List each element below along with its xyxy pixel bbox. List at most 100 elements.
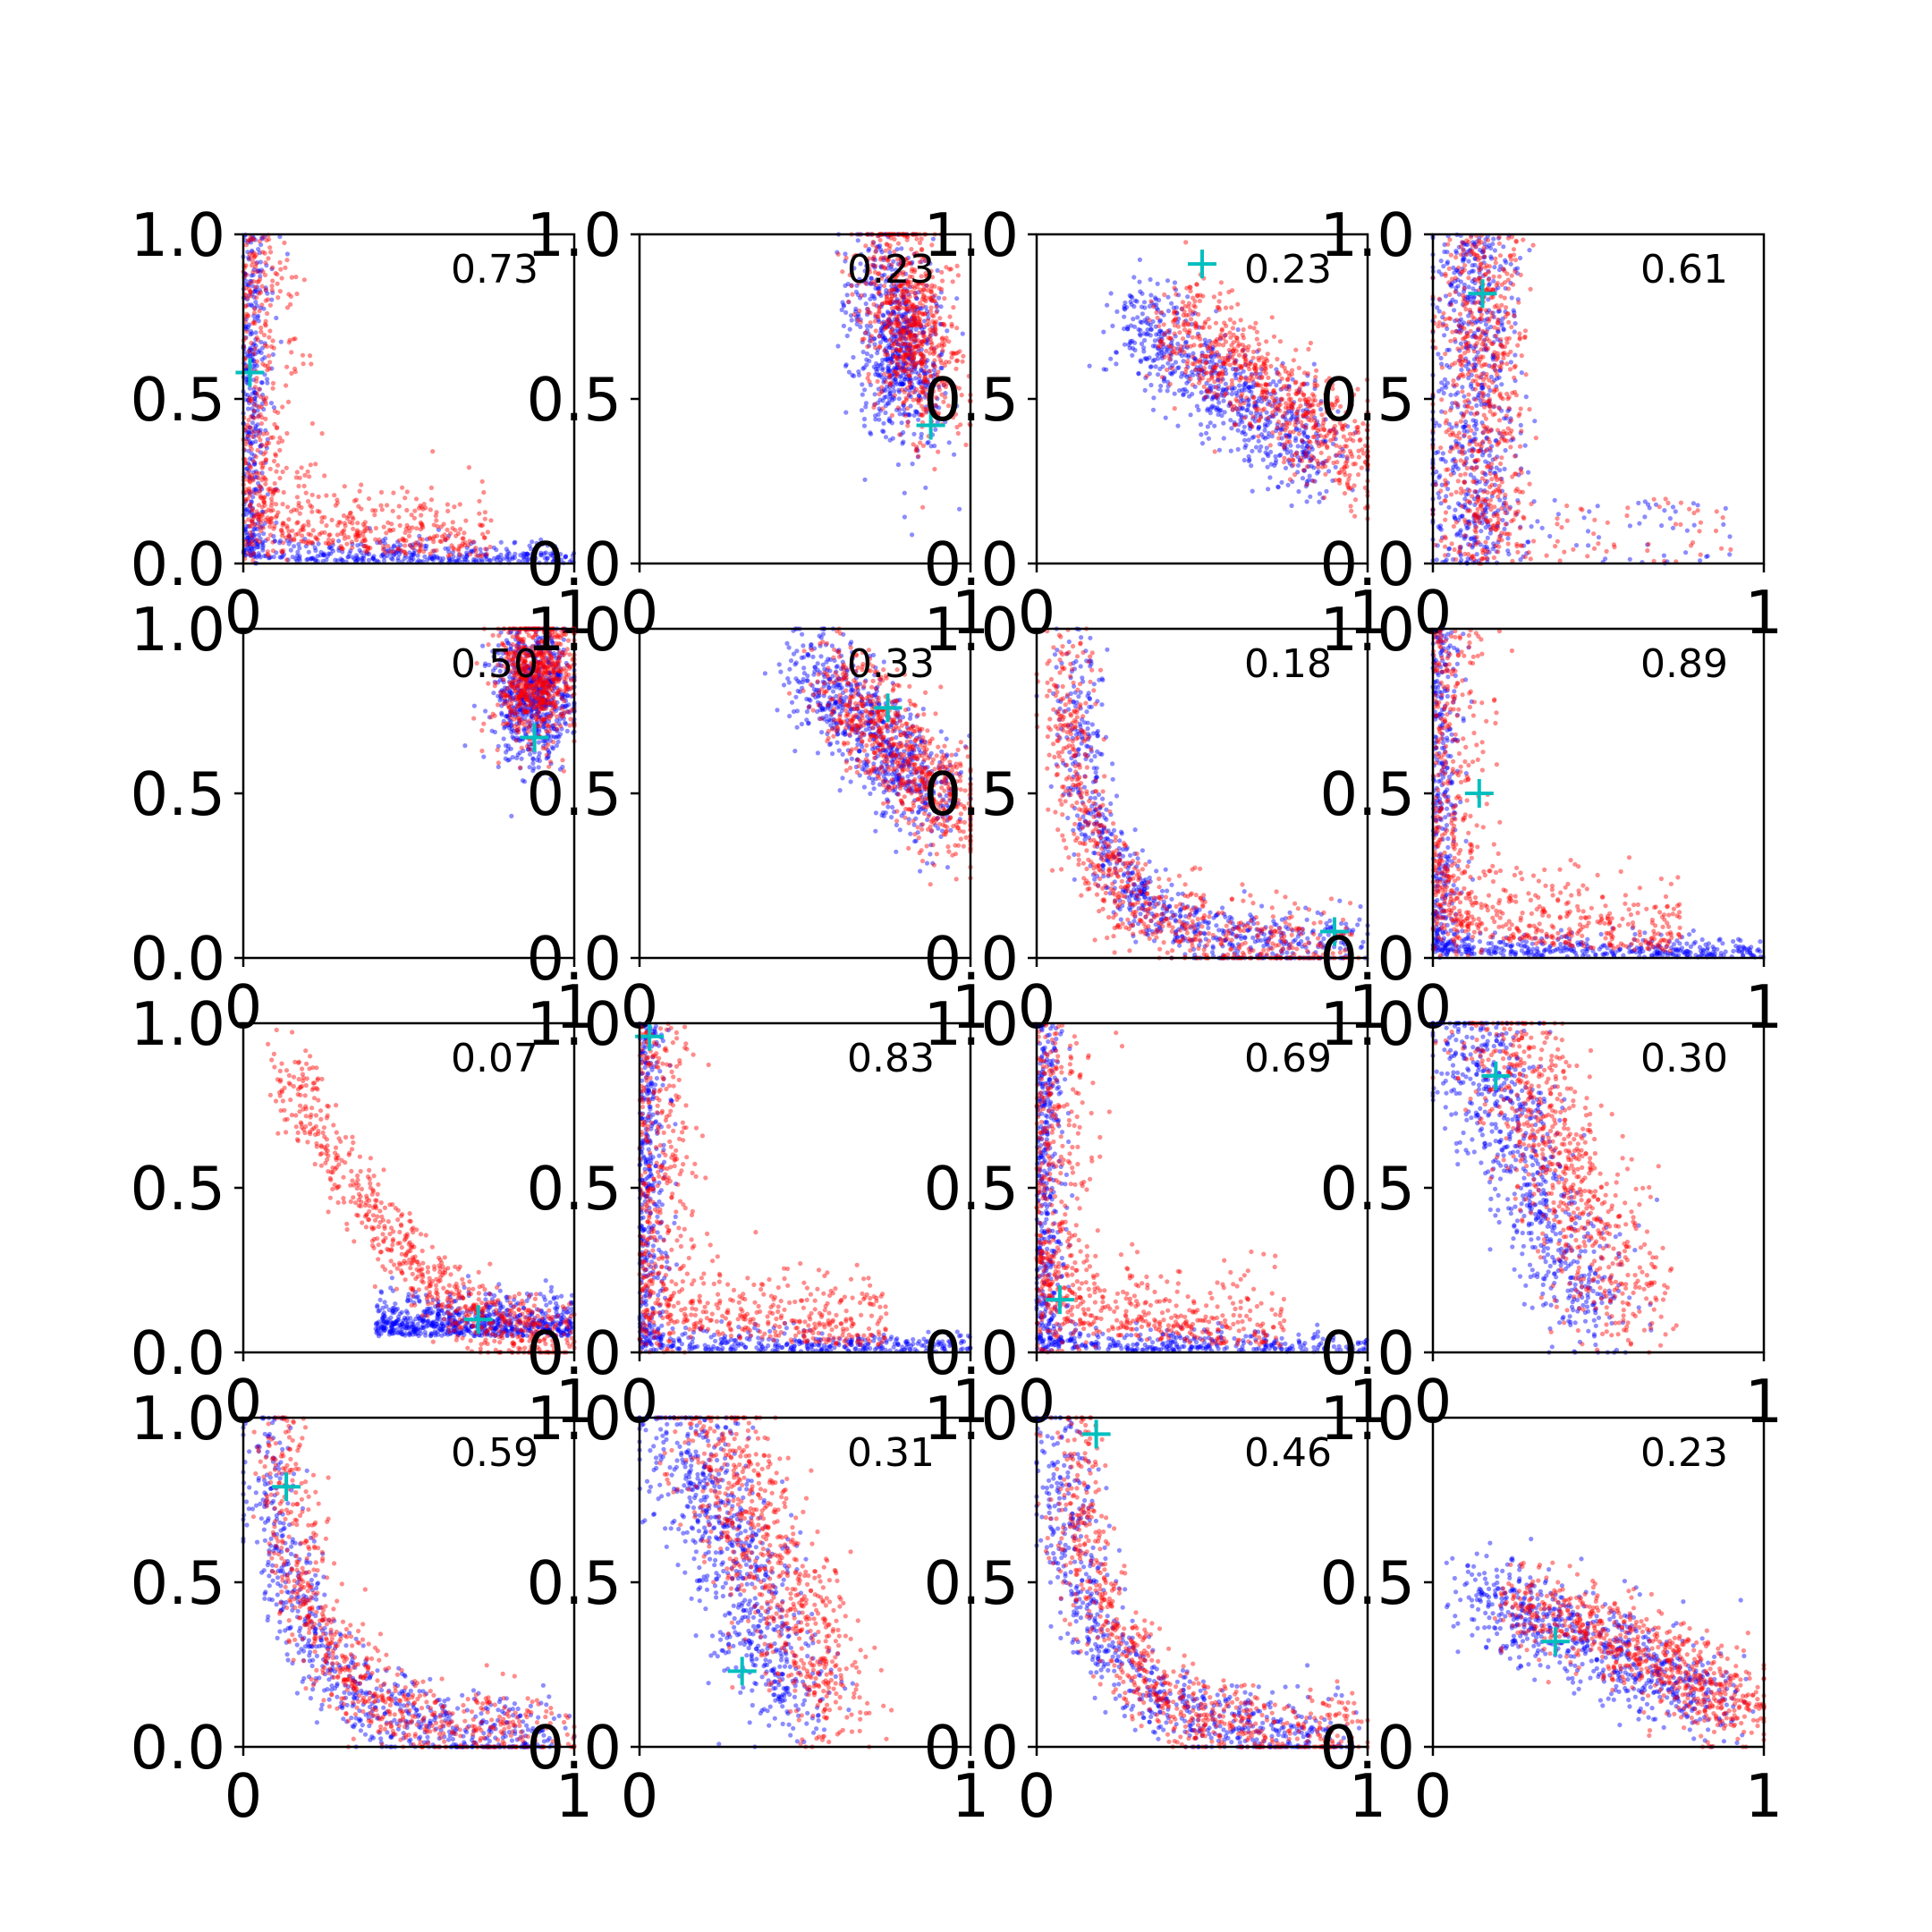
scatter-point <box>1231 340 1236 345</box>
scatter-point <box>1265 358 1270 363</box>
scatter-point <box>896 321 902 326</box>
scatter-point <box>262 355 267 360</box>
scatter-point <box>907 382 913 387</box>
scatter-point <box>1661 553 1666 558</box>
scatter-point <box>245 433 251 438</box>
scatter-point <box>895 462 902 468</box>
scatter-point <box>1265 464 1270 470</box>
scatter-point <box>911 313 916 319</box>
scatter-point <box>277 435 283 441</box>
scatter-point <box>1256 438 1261 444</box>
scatter-point <box>457 502 462 507</box>
scatter-point <box>409 555 414 561</box>
scatter-point <box>284 430 290 436</box>
scatter-point <box>1250 424 1255 429</box>
scatter-point <box>934 304 939 309</box>
scatter-point <box>289 350 294 355</box>
scatter-point <box>1150 407 1157 412</box>
scatter-point <box>397 522 402 529</box>
scatter-point <box>1434 557 1439 563</box>
scatter-point <box>1519 370 1524 376</box>
scatter-point <box>1503 447 1508 453</box>
scatter-point <box>864 323 869 328</box>
scatter-point <box>263 318 268 324</box>
scatter-point <box>262 503 267 508</box>
scatter-point <box>905 306 911 311</box>
scatter-point <box>286 292 292 297</box>
scatter-point <box>1262 428 1267 433</box>
scatter-point <box>1213 320 1219 326</box>
scatter-point <box>391 490 396 496</box>
scatter-point <box>862 387 868 393</box>
scatter-point <box>1513 352 1518 358</box>
scatter-point <box>1695 503 1700 508</box>
scatter-point <box>244 329 250 335</box>
scatter-point <box>893 305 899 310</box>
scatter-point <box>292 507 297 513</box>
scatter-point <box>361 544 367 549</box>
scatter-point <box>484 556 489 563</box>
scatter-point <box>1461 258 1466 264</box>
scatter-point <box>923 348 929 353</box>
scatter-point <box>1581 515 1587 521</box>
scatter-point <box>296 483 301 489</box>
scatter-point <box>418 547 423 552</box>
scatter-point <box>1151 395 1157 401</box>
scatter-point <box>256 517 261 522</box>
scatter-point <box>1312 434 1318 439</box>
y-tick-label: 0.0 <box>130 530 225 599</box>
scatter-point <box>1273 453 1278 459</box>
scatter-point <box>388 549 394 555</box>
scatter-point <box>402 555 408 561</box>
scatter-point <box>1172 323 1177 328</box>
scatter-point <box>305 498 311 504</box>
scatter-point <box>324 493 329 498</box>
scatter-point <box>246 238 251 243</box>
scatter-point <box>1130 352 1135 358</box>
scatter-point <box>891 341 897 346</box>
scatter-point <box>245 550 250 555</box>
scatter-point <box>1227 330 1233 335</box>
scatter-point <box>249 425 254 430</box>
scatter-point <box>345 535 352 540</box>
scatter-point <box>453 558 459 564</box>
scatter-point <box>269 515 275 521</box>
scatter-point <box>880 428 886 434</box>
scatter-point <box>1343 444 1348 449</box>
scatter-point <box>1240 343 1245 348</box>
scatter-point <box>1254 336 1259 342</box>
scatter-point <box>258 484 263 489</box>
scatter-point <box>1253 445 1259 450</box>
scatter-point <box>900 382 905 387</box>
scatter-point <box>916 380 921 386</box>
scatter-point <box>1296 431 1301 436</box>
scatter-point <box>280 469 285 475</box>
scatter-point <box>1273 398 1278 403</box>
scatter-point <box>860 336 865 343</box>
scatter-point <box>366 557 371 564</box>
scatter-point <box>871 301 877 307</box>
scatter-point <box>259 487 265 492</box>
scatter-point <box>1243 443 1249 448</box>
scatter-point <box>402 496 408 501</box>
scatter-point <box>252 402 258 408</box>
scatter-point <box>1227 362 1233 368</box>
scatter-point <box>918 359 923 364</box>
scatter-point <box>1183 240 1189 245</box>
scatter-point <box>1270 413 1275 419</box>
scatter-point <box>946 440 952 445</box>
scatter-point <box>1727 534 1733 539</box>
scatter-point <box>1241 326 1246 333</box>
scatter-point <box>258 276 263 282</box>
scatter-point <box>284 465 289 470</box>
scatter-point <box>1202 337 1208 343</box>
scatter-point <box>250 517 255 522</box>
scatter-point <box>1360 447 1365 453</box>
scatter-point <box>894 355 899 360</box>
scatter-point <box>300 527 305 532</box>
scatter-point <box>888 328 894 335</box>
scatter-point <box>1358 436 1363 442</box>
scatter-point <box>1235 428 1241 433</box>
scatter-point <box>418 537 423 542</box>
scatter-point <box>249 340 254 346</box>
